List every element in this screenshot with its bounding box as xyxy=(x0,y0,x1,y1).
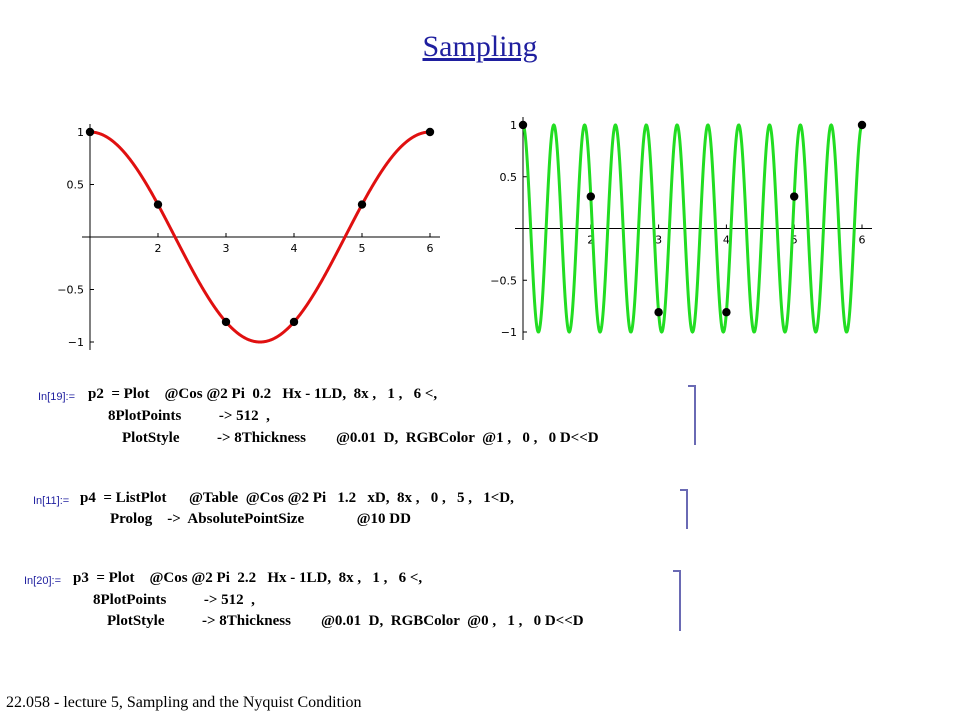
sample-point xyxy=(153,200,163,209)
cell-prompt: In[19]:= xyxy=(38,391,76,403)
x-tick-label: 3 xyxy=(223,242,230,255)
code-line: p2 = Plot @Cos @2 Pi 0.2 Hx - 1LD, 8x , … xyxy=(88,386,438,402)
code-line: PlotStyle -> 8Thickness @0.01 D, RGBColo… xyxy=(107,613,584,629)
y-tick-label: −0.5 xyxy=(490,274,517,287)
cell-bracket[interactable] xyxy=(688,385,696,445)
code-line: 8PlotPoints -> 512 , xyxy=(93,592,255,608)
sample-point xyxy=(790,192,799,201)
right-plot-ticks: 2 3 4 5 6 1 0.5 −0.5 −1 xyxy=(490,119,865,339)
sample-point xyxy=(85,127,95,137)
x-tick-label: 5 xyxy=(359,242,366,255)
sample-point xyxy=(221,317,231,327)
code-line: PlotStyle -> 8Thickness @0.01 D, RGBColo… xyxy=(122,430,599,446)
cell-prompt: In[20]:= xyxy=(24,575,62,587)
y-tick-label: −1 xyxy=(501,326,517,339)
sample-point xyxy=(425,127,435,137)
left-plot-curve xyxy=(90,130,430,344)
sample-point xyxy=(722,308,731,317)
footer-caption: 22.058 - lecture 5, Sampling and the Nyq… xyxy=(6,694,362,711)
code-line: p3 = Plot @Cos @2 Pi 2.2 Hx - 1LD, 8x , … xyxy=(73,570,423,586)
x-tick-label: 2 xyxy=(155,242,162,255)
cell-bracket[interactable] xyxy=(680,489,688,529)
right-plot-curve xyxy=(521,123,864,334)
page-title: Sampling xyxy=(422,30,538,63)
code-line: p4 = ListPlot @Table @Cos @2 Pi 1.2 xD, … xyxy=(80,490,514,506)
x-tick-label: 3 xyxy=(655,234,662,247)
x-tick-label: 4 xyxy=(291,242,298,255)
y-tick-label: −0.5 xyxy=(57,284,84,297)
sample-point xyxy=(654,308,663,317)
left-plot-sample-points xyxy=(85,127,435,327)
cell-prompt: In[11]:= xyxy=(33,495,70,507)
sample-point xyxy=(586,192,595,201)
x-tick-label: 6 xyxy=(859,234,866,247)
x-tick-label: 4 xyxy=(723,234,730,247)
right-plot-sample-points xyxy=(518,120,867,317)
x-tick-label: 5 xyxy=(791,234,798,247)
x-tick-label: 2 xyxy=(587,234,594,247)
left-plot-axes xyxy=(82,124,440,350)
sample-point xyxy=(857,120,867,130)
cosine-curve xyxy=(521,123,864,334)
y-tick-label: 1 xyxy=(510,119,517,132)
cell-bracket[interactable] xyxy=(673,570,681,631)
sample-point xyxy=(357,200,367,209)
y-tick-label: 0.5 xyxy=(500,171,518,184)
code-line: Prolog -> AbsolutePointSize @10 DD xyxy=(110,511,411,527)
sample-point xyxy=(518,120,528,130)
right-plot-axes xyxy=(515,117,872,340)
sample-point xyxy=(289,317,299,327)
code-line: 8PlotPoints -> 512 , xyxy=(108,408,270,424)
y-tick-label: 0.5 xyxy=(67,179,85,192)
y-tick-label: 1 xyxy=(77,126,84,139)
cosine-curve xyxy=(90,130,430,344)
x-tick-label: 6 xyxy=(427,242,434,255)
right-cosine-plot: 2 3 4 5 6 1 0.5 −0.5 −1 xyxy=(490,117,872,340)
y-tick-label: −1 xyxy=(68,336,84,349)
left-plot-ticks: 2 3 4 5 6 1 0.5 −0.5 −1 xyxy=(57,126,433,349)
left-cosine-plot: 2 3 4 5 6 1 0.5 −0.5 −1 xyxy=(57,124,440,350)
